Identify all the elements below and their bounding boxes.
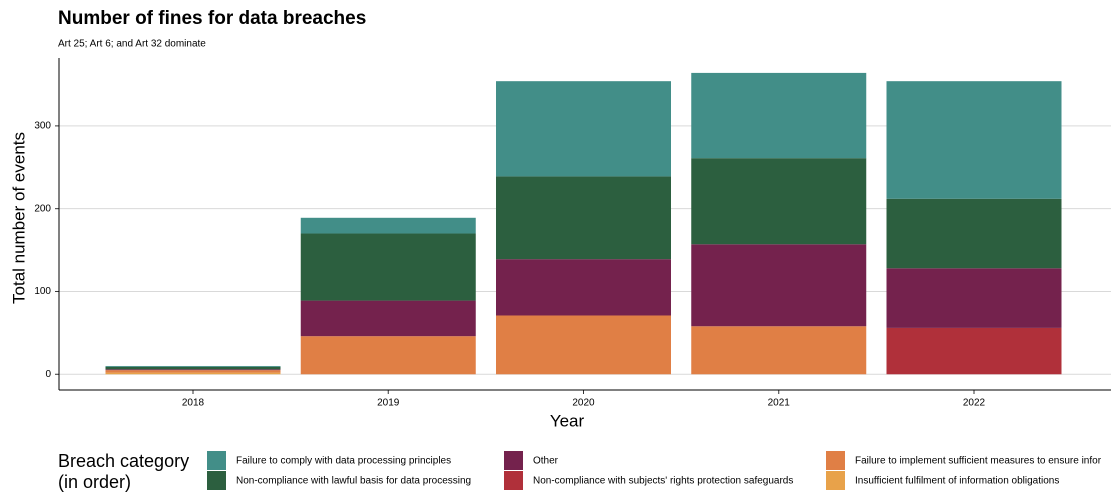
- legend-swatch: [504, 471, 523, 490]
- y-axis-title: Total number of events: [9, 132, 28, 304]
- x-axis-title: Year: [550, 411, 585, 430]
- legend-swatch: [826, 451, 845, 470]
- legend-label: Insufficient fulfilment of information o…: [855, 476, 1059, 487]
- bar-segment: [105, 370, 281, 373]
- bar-segment: [496, 176, 671, 260]
- legend-title: Breach category (in order): [58, 451, 189, 492]
- x-tick-label: 2020: [572, 398, 595, 409]
- x-tick-label: 2021: [768, 398, 791, 409]
- legend-swatch: [207, 451, 226, 470]
- bar-segment: [105, 366, 281, 370]
- bar-segment: [691, 326, 867, 375]
- bar-segment: [496, 81, 671, 177]
- legend-label: Non-compliance with lawful basis for dat…: [236, 476, 471, 487]
- bar-segment: [300, 300, 476, 337]
- legend-label: Other: [533, 456, 559, 467]
- bar-segment: [300, 233, 476, 301]
- bar-segment: [105, 372, 281, 375]
- y-tick-label: 100: [34, 286, 51, 297]
- bar-segment: [691, 244, 867, 327]
- legend-swatch: [504, 451, 523, 470]
- bar-segment: [105, 369, 281, 371]
- bar-segment: [886, 198, 1062, 269]
- y-tick-label: 300: [34, 121, 51, 132]
- legend-label: Failure to implement sufficient measures…: [855, 456, 1102, 467]
- chart-subtitle: Art 25; Art 6; and Art 32 dominate: [58, 39, 206, 50]
- chart-title: Number of fines for data breaches: [58, 8, 366, 29]
- bar-segment: [886, 81, 1062, 199]
- bar-segment: [496, 259, 671, 316]
- legend-label: Non-compliance with subjects' rights pro…: [533, 476, 793, 487]
- legend-label: Failure to comply with data processing p…: [236, 456, 451, 467]
- x-tick-label: 2019: [377, 398, 400, 409]
- bar-segment: [886, 327, 1062, 375]
- legend-swatch: [207, 471, 226, 490]
- y-tick-label: 200: [34, 203, 51, 214]
- x-tick-label: 2018: [182, 398, 205, 409]
- bar-segment: [691, 72, 867, 159]
- bar-segment: [496, 315, 671, 375]
- bar-segment: [300, 336, 476, 375]
- bar-segment: [691, 158, 867, 245]
- bar-segment: [105, 365, 281, 367]
- bar-segment: [886, 268, 1062, 328]
- x-tick-label: 2022: [963, 398, 986, 409]
- y-tick-label: 0: [45, 369, 51, 380]
- bar-segment: [300, 217, 476, 234]
- legend-swatch: [826, 471, 845, 490]
